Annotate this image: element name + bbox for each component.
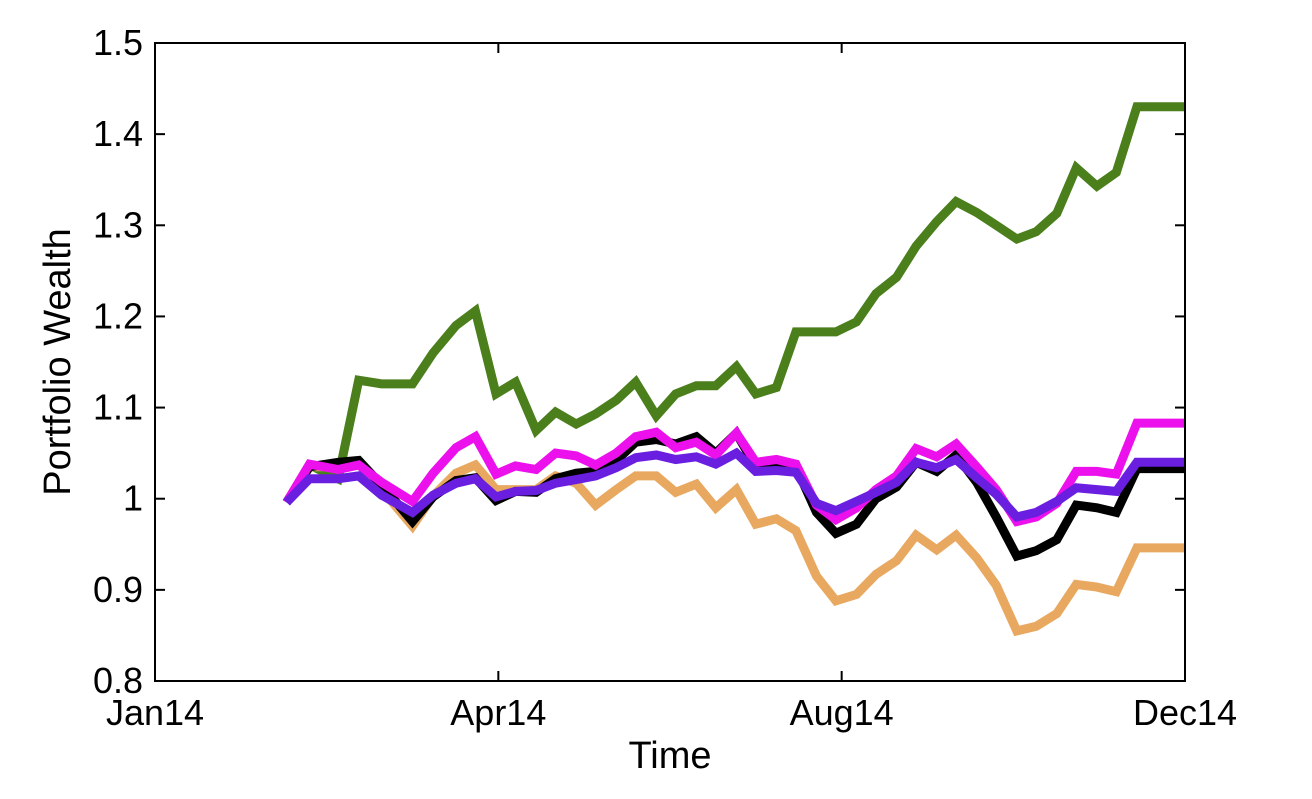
y-axis-title: Portfolio Wealth bbox=[37, 228, 79, 496]
x-tick-label: Aug14 bbox=[790, 692, 894, 733]
x-tick-label: Apr14 bbox=[450, 692, 546, 733]
series-line-5 bbox=[283, 447, 1185, 522]
x-axis-title: Time bbox=[628, 735, 711, 777]
y-tick-label: 1 bbox=[123, 478, 143, 519]
plot-frame bbox=[154, 42, 1186, 682]
y-tick-label: 1.4 bbox=[93, 113, 143, 154]
y-tick-label: 1.1 bbox=[93, 387, 143, 428]
series-line-1 bbox=[282, 102, 1185, 505]
y-tick-label: 1.2 bbox=[93, 295, 143, 336]
x-tick-label: Jan14 bbox=[106, 692, 204, 733]
y-tick-label: 1.3 bbox=[93, 204, 143, 245]
y-tick-label: 0.8 bbox=[93, 660, 143, 701]
y-tick-label: 1.5 bbox=[93, 22, 143, 63]
series-layer bbox=[282, 102, 1185, 637]
x-tick-label: Dec14 bbox=[1133, 692, 1237, 733]
y-tick-label: 0.9 bbox=[93, 569, 143, 610]
series-line-2 bbox=[282, 457, 1185, 637]
tick-layer: 0.8 0.9 1 1.1 1.2 1.3 1.4 1.5 Jan14 Apr14 Aug14 Dec… bbox=[93, 22, 1237, 733]
